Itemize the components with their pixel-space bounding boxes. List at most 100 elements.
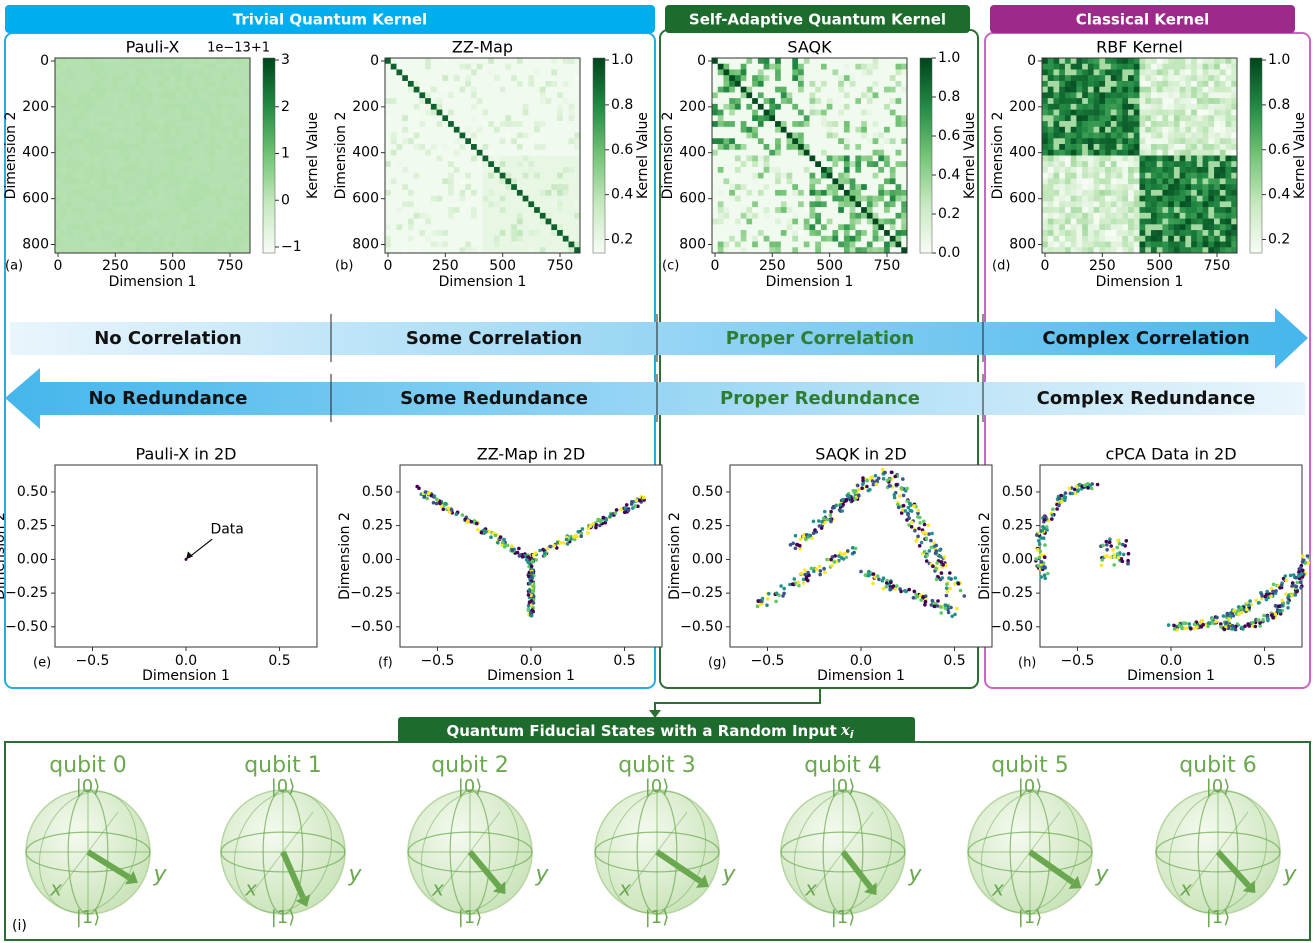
- heatmap-cell: [1099, 242, 1105, 248]
- heatmap-cell: [198, 64, 204, 70]
- heatmap-cell: [873, 98, 879, 104]
- heatmap-cell: [396, 104, 402, 110]
- heatmap-cell: [385, 58, 391, 64]
- heatmap-cell: [1099, 230, 1105, 236]
- heatmap-cell: [718, 224, 724, 230]
- heatmap-cell: [563, 156, 569, 162]
- heatmap-cell: [55, 207, 61, 213]
- heatmap-cell: [1117, 201, 1123, 207]
- heatmap-cell: [1145, 150, 1151, 156]
- heatmap-cell: [1105, 98, 1111, 104]
- heatmap-cell: [1174, 213, 1180, 219]
- heatmap-cell: [221, 236, 227, 242]
- heatmap-cell: [735, 144, 741, 150]
- heatmap-cell: [130, 201, 136, 207]
- heatmap-cell: [239, 115, 245, 121]
- heatmap-cell: [448, 196, 454, 202]
- heatmap-cell: [1099, 156, 1105, 162]
- heatmap-cell: [1134, 87, 1140, 93]
- heatmap-cell: [1168, 190, 1174, 196]
- heatmap-cell: [764, 173, 770, 179]
- heatmap-cell: [1117, 121, 1123, 127]
- heatmap-cell: [488, 173, 494, 179]
- heatmap-cell: [1157, 64, 1163, 70]
- heatmap-cell: [758, 184, 764, 190]
- heatmap-cell: [735, 230, 741, 236]
- heatmap-cell: [198, 115, 204, 121]
- heatmap-cell: [204, 92, 210, 98]
- heatmap-cell: [488, 207, 494, 213]
- heatmap-cell: [758, 87, 764, 93]
- heatmap-cell: [821, 242, 827, 248]
- heatmap-cell: [414, 69, 420, 75]
- heatmap-cell: [118, 127, 124, 133]
- heatmap-cell: [758, 207, 764, 213]
- heatmap-cell: [838, 98, 844, 104]
- heatmap-cell: [1053, 173, 1059, 179]
- heatmap-cell: [1162, 75, 1168, 81]
- heatmap-cell: [465, 167, 471, 173]
- heatmap-cell: [781, 81, 787, 87]
- heatmap-cell: [1220, 64, 1226, 70]
- heatmap-cell: [402, 133, 408, 139]
- heatmap-cell: [1105, 173, 1111, 179]
- heatmap-cell: [523, 167, 529, 173]
- heatmap-cell: [735, 98, 741, 104]
- heatmap-cell: [385, 98, 391, 104]
- heatmap-cell: [792, 242, 798, 248]
- heatmap-cell: [1065, 247, 1071, 253]
- heatmap-cell: [170, 167, 176, 173]
- heatmap-cell: [896, 247, 902, 253]
- heatmap-cell: [551, 110, 557, 116]
- heatmap-cell: [1226, 144, 1232, 150]
- heatmap-cell: [187, 64, 193, 70]
- heatmap-cell: [227, 178, 233, 184]
- heatmap-cell: [873, 75, 879, 81]
- heatmap-cell: [1220, 69, 1226, 75]
- heatmap-cell: [1140, 178, 1146, 184]
- heatmap-cell: [1059, 213, 1065, 219]
- heatmap-cell: [752, 98, 758, 104]
- heatmap-cell: [1231, 167, 1237, 173]
- heatmap-cell: [164, 224, 170, 230]
- heatmap-cell: [1105, 236, 1111, 242]
- heatmap-cell: [1076, 196, 1082, 202]
- heatmap-cell: [855, 64, 861, 70]
- heatmap-cell: [557, 242, 563, 248]
- heatmap-cell: [781, 247, 787, 253]
- heatmap-cell: [563, 115, 569, 121]
- heatmap-cell: [1214, 247, 1220, 253]
- heatmap-cell: [1059, 127, 1065, 133]
- heatmap-cell: [815, 75, 821, 81]
- heatmap-cell: [233, 75, 239, 81]
- heatmap-cell: [175, 156, 181, 162]
- heatmap-cell: [769, 110, 775, 116]
- heatmap-cell: [101, 133, 107, 139]
- heatmap-cell: [181, 236, 187, 242]
- heatmap-cell: [1134, 184, 1140, 190]
- heatmap-cell: [1105, 213, 1111, 219]
- heatmap-cell: [141, 144, 147, 150]
- heatmap-cell: [1065, 150, 1071, 156]
- heatmap-cell: [181, 207, 187, 213]
- heatmap-cell: [769, 104, 775, 110]
- heatmap-cell: [884, 201, 890, 207]
- heatmap-cell: [460, 196, 466, 202]
- heatmap-cell: [1042, 87, 1048, 93]
- heatmap-cell: [135, 138, 141, 144]
- heatmap-cell: [775, 184, 781, 190]
- heatmap-cell: [752, 87, 758, 93]
- heatmap-cell: [781, 87, 787, 93]
- heatmap-cell: [815, 184, 821, 190]
- heatmap-cell: [465, 144, 471, 150]
- heatmap-cell: [1134, 236, 1140, 242]
- heatmap-cell: [89, 167, 95, 173]
- heatmap-cell: [781, 196, 787, 202]
- heatmap-cell: [1065, 98, 1071, 104]
- heatmap-cell: [517, 110, 523, 116]
- heatmap-cell: [233, 127, 239, 133]
- heatmap-cell: [101, 156, 107, 162]
- heatmap-cell: [1208, 207, 1214, 213]
- heatmap-cell: [135, 104, 141, 110]
- heatmap-cell: [391, 115, 397, 121]
